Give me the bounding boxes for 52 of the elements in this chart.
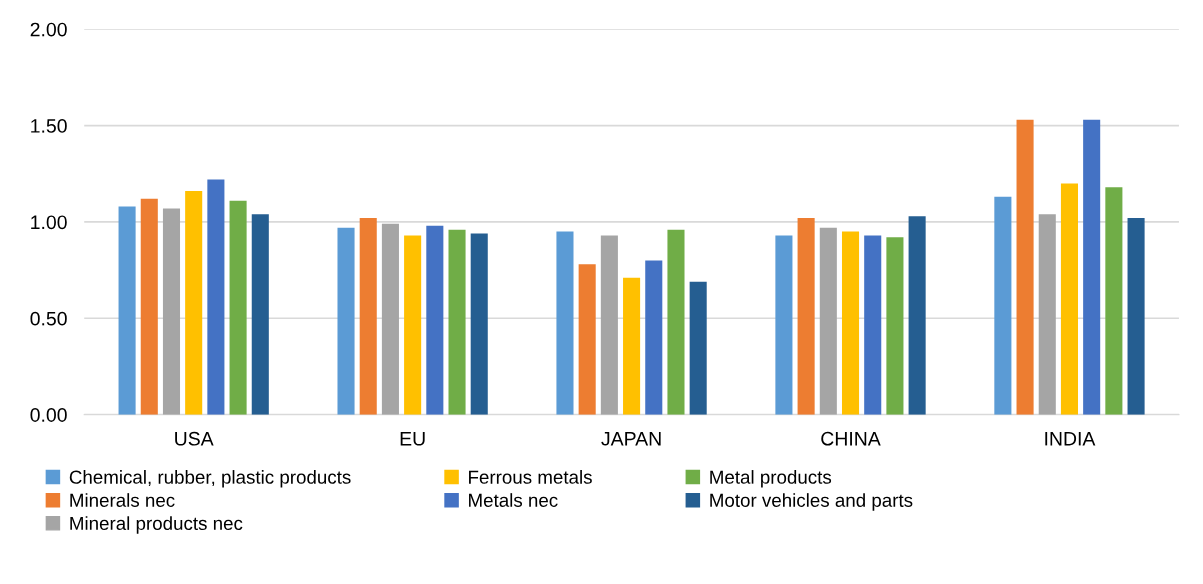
x-tick-label: JAPAN [601, 432, 661, 446]
legend-label: Motor vehicles and parts [710, 493, 913, 511]
bar [1038, 214, 1056, 415]
x-tick-label: EU [400, 432, 425, 446]
bar [140, 198, 158, 415]
legend-label: Mineral products nec [70, 516, 243, 534]
y-tick-label: 0.00 [30, 408, 67, 422]
bar [689, 281, 707, 415]
bar [819, 227, 837, 415]
bar [404, 235, 422, 415]
x-tick-label: INDIA [1045, 432, 1096, 446]
bar [470, 233, 488, 415]
bar [381, 223, 399, 415]
bar [578, 264, 596, 415]
y-tick-label: 0.50 [30, 311, 67, 326]
bar [1127, 218, 1145, 415]
bar [1083, 119, 1101, 415]
legend-label: Ferrous metals [469, 470, 592, 484]
bar [600, 235, 618, 415]
bar [448, 229, 466, 415]
bar [775, 235, 793, 415]
bar [623, 277, 641, 415]
legend-label: Minerals nec [70, 493, 175, 507]
bar [337, 227, 355, 415]
bar [426, 225, 444, 415]
bar [908, 216, 926, 415]
bar [1060, 183, 1079, 415]
x-tick-label: CHINA [821, 431, 881, 446]
y-tick-label: 2.00 [30, 22, 67, 37]
bar [185, 191, 203, 415]
legend-label: Metals nec [469, 493, 558, 507]
bar [1016, 119, 1034, 415]
bar [207, 179, 225, 415]
bar [229, 200, 247, 415]
bar [667, 229, 685, 415]
bar [251, 214, 269, 415]
bar [645, 260, 663, 415]
bar [864, 235, 882, 415]
bar [797, 218, 815, 415]
legend-label: Chemical, rubber, plastic products [69, 470, 351, 488]
y-tick-label: 1.50 [31, 119, 67, 133]
legend-label: Metal products [710, 470, 832, 488]
x-tick-label: USA [175, 431, 214, 446]
bar [841, 231, 860, 415]
y-tick-label: 1.00 [31, 215, 67, 230]
bar [118, 206, 136, 415]
bar [1105, 187, 1123, 415]
bar [556, 231, 574, 415]
bar [886, 237, 904, 415]
bar [994, 196, 1012, 415]
bar [162, 208, 181, 415]
bar [359, 218, 377, 415]
